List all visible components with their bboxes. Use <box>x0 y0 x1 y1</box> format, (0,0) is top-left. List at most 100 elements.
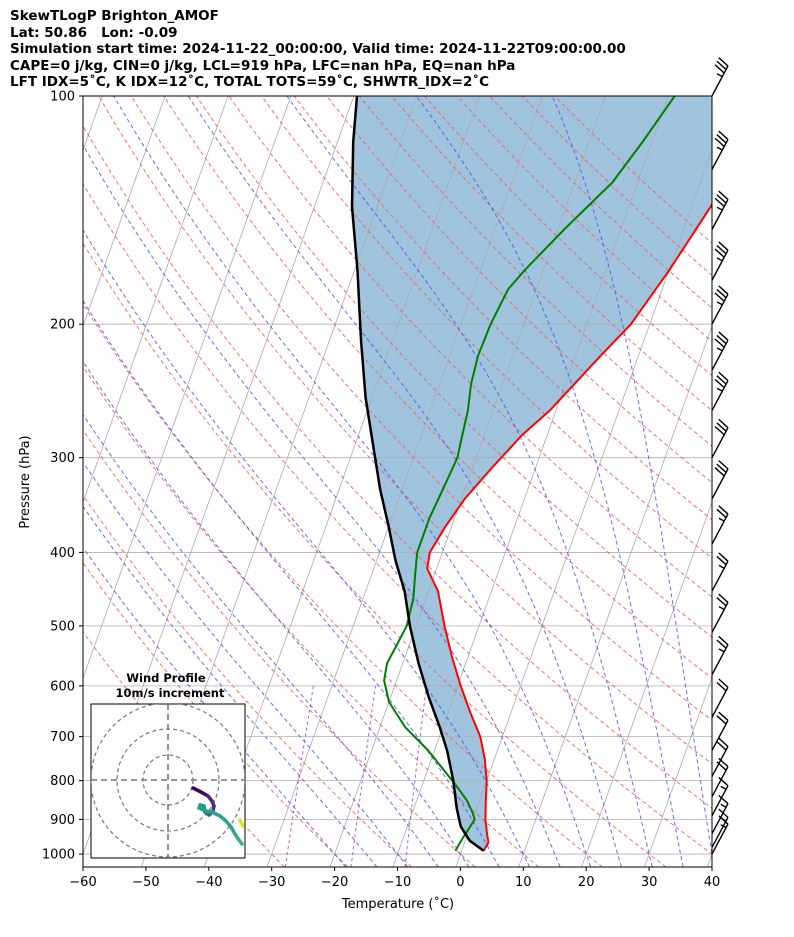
dry-adiabat <box>83 494 412 867</box>
barb-staff <box>711 823 729 855</box>
barb-flag <box>718 737 729 747</box>
isotherm-line <box>329 96 606 867</box>
moist-adiabat <box>187 96 622 867</box>
wind-barb <box>711 815 729 855</box>
barb-flag <box>716 555 727 566</box>
dry-adiabat <box>83 242 667 867</box>
barb-flag <box>714 137 725 148</box>
wind-barb <box>711 190 729 230</box>
barb-staff <box>711 560 729 592</box>
barb-flag <box>718 808 729 818</box>
barb-flag <box>718 776 729 787</box>
barb-half-flag <box>716 257 723 262</box>
parcel-profile <box>350 96 485 852</box>
barb-flag <box>716 288 727 299</box>
x-tick-label: −50 <box>132 875 159 890</box>
chart-title: SkewTLogP Brighton_AMOF <box>10 8 219 24</box>
moist-adiabat <box>83 505 378 867</box>
barb-half-flag <box>718 517 725 522</box>
barb-staff <box>711 139 729 170</box>
barb-flag <box>714 467 725 477</box>
barb-staff <box>711 785 729 817</box>
barb-flag <box>716 597 727 607</box>
barb-staff <box>711 65 729 97</box>
x-tick-label: 40 <box>704 875 721 890</box>
y-tick-label: 500 <box>50 619 75 634</box>
barb-staff <box>711 249 729 281</box>
moist-adiabat <box>83 229 531 867</box>
barb-flag <box>716 134 727 144</box>
barb-staff <box>711 199 729 230</box>
barb-staff <box>711 644 729 676</box>
cape-shading <box>352 96 712 851</box>
barb-flag <box>718 241 729 251</box>
barb-staff <box>711 468 729 500</box>
wind-barb <box>711 635 729 676</box>
wind-barb <box>711 505 729 545</box>
barb-half-flag <box>718 564 725 569</box>
x-tick-label: 30 <box>641 875 658 890</box>
barb-half-flag <box>716 301 723 306</box>
barb-flag <box>714 64 725 74</box>
barb-staff <box>711 803 729 835</box>
barb-half-flag <box>718 648 725 653</box>
barb-staff <box>711 720 729 751</box>
x-tick-label: 0 <box>456 875 464 890</box>
barb-flag <box>718 57 729 67</box>
moist-adiabat <box>286 96 653 867</box>
barb-staff <box>711 427 729 459</box>
moist-adiabat <box>416 96 684 867</box>
barb-staff <box>711 380 729 411</box>
y-tick-label: 200 <box>50 318 75 333</box>
wind-barb <box>711 241 729 281</box>
barb-half-flag <box>716 387 723 392</box>
mixing-ratio-line <box>284 685 314 867</box>
barb-flag <box>716 194 727 204</box>
barb-flag <box>718 460 729 470</box>
hodograph-segment <box>237 838 244 846</box>
mixing-ratio-line <box>350 685 376 867</box>
isotherm-line <box>707 852 712 867</box>
dry-adiabat <box>163 96 712 679</box>
wind-barb <box>711 552 729 592</box>
moist-adiabat <box>83 360 470 867</box>
wind-barb <box>711 130 729 170</box>
wind-barb <box>711 737 729 777</box>
barb-flag <box>716 741 727 751</box>
inset-title: Wind Profile <box>126 671 206 685</box>
y-axis-label: Pressure (hPa) <box>18 435 33 528</box>
barb-flag <box>718 331 729 341</box>
x-tick-label: −30 <box>258 875 285 890</box>
isotherm-line <box>83 96 166 328</box>
barb-flag <box>716 422 727 432</box>
barb-flag <box>714 248 725 258</box>
barb-flag <box>716 681 727 692</box>
dry-adiabat <box>98 96 712 765</box>
wind-barb <box>711 57 729 97</box>
barb-flag <box>714 197 725 208</box>
dry-adiabat <box>228 96 712 598</box>
hodograph-segment <box>238 818 245 828</box>
barb-staff <box>711 513 729 545</box>
barb-flag <box>718 505 729 515</box>
barb-flag <box>718 635 729 646</box>
temperature-profile <box>426 202 712 852</box>
barb-staff <box>711 686 729 718</box>
indices-line-1: CAPE=0 j/kg, CIN=0 j/kg, LCL=919 hPa, LF… <box>10 57 516 74</box>
barb-half-flag <box>716 146 723 151</box>
barb-half-flag <box>716 73 723 78</box>
x-tick-label: 20 <box>578 875 595 890</box>
moist-adiabat <box>113 96 592 867</box>
y-tick-label: 1000 <box>42 848 75 863</box>
barb-flag <box>718 678 729 688</box>
x-tick-label: 10 <box>515 875 532 890</box>
barb-flag <box>718 711 729 721</box>
wind-barb <box>711 678 729 718</box>
barb-half-flag <box>720 785 727 790</box>
x-tick-label: −60 <box>69 875 96 890</box>
moist-adiabat <box>83 413 439 867</box>
y-tick-label: 300 <box>50 451 75 466</box>
y-tick-label: 100 <box>50 90 75 105</box>
wind-barb <box>711 593 729 633</box>
